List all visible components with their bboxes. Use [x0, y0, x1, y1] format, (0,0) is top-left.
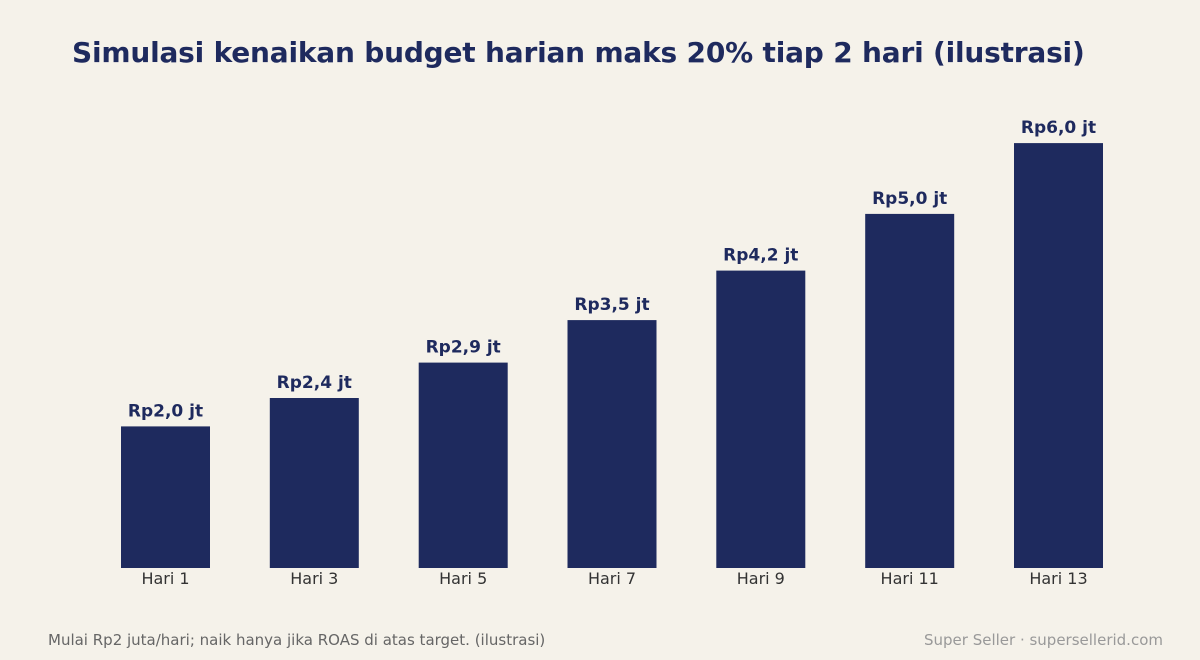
bar-chart: Rp2,0 jt Hari 1 Rp2,4 jt Hari 3 Rp2,9 jt Hari… [121, 118, 1103, 588]
x-tick-label: Hari 1 [141, 569, 189, 588]
x-tick-label: Hari 3 [290, 569, 338, 588]
chart-footnote: Mulai Rp2 juta/hari; naik hanya jika ROA… [48, 631, 546, 649]
bar-hari-3 [269, 398, 359, 568]
bar-hari-7 [567, 320, 657, 568]
value-label: Rp2,9 jt [426, 338, 501, 358]
chart-title: Simulasi kenaikan budget harian maks 20%… [72, 36, 1085, 69]
bar-hari-1 [121, 426, 210, 568]
x-tick-label: Hari 7 [588, 569, 636, 588]
bar-hari-5 [418, 362, 508, 568]
value-label: Rp4,2 jt [723, 246, 798, 266]
x-tick-label: Hari 5 [439, 569, 487, 588]
x-tick-label: Hari 11 [881, 569, 939, 588]
bar-hari-13 [1014, 143, 1103, 568]
bar-hari-11 [865, 213, 955, 568]
chart-credit: Super Seller · supersellerid.com [923, 631, 1163, 649]
bar-hari-9 [716, 270, 806, 568]
x-tick-label: Hari 13 [1029, 569, 1087, 588]
value-label: Rp2,0 jt [128, 401, 203, 421]
value-label: Rp2,4 jt [277, 373, 352, 393]
x-tick-label: Hari 9 [737, 569, 785, 588]
value-label: Rp3,5 jt [574, 295, 649, 315]
value-label: Rp5,0 jt [872, 189, 947, 209]
value-label: Rp6,0 jt [1021, 118, 1096, 138]
